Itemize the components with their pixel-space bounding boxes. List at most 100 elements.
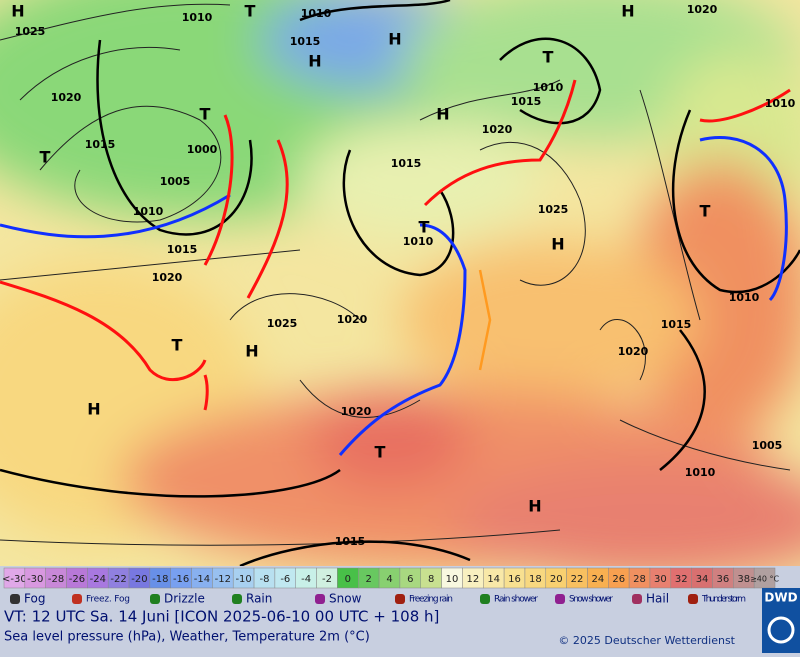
pressure-center: H [528, 497, 541, 516]
weather-label: Rain [246, 592, 272, 606]
scale-label: -12 [215, 574, 231, 585]
isobar-label: 1005 [752, 439, 783, 452]
valid-time: VT: 12 UTC Sa. 14 Juni [ICON 2025-06-10 … [4, 608, 439, 626]
scale-label: -10 [235, 574, 251, 585]
logo-text: DWD [764, 591, 797, 605]
isobar-label: 1005 [160, 175, 191, 188]
pressure-center: T [419, 218, 430, 237]
scale-label: -18 [152, 574, 168, 585]
scale-label: 26 [612, 574, 625, 585]
scale-label: 32 [675, 574, 688, 585]
scale-label: 14 [487, 574, 500, 585]
isobar-label: 1010 [403, 235, 434, 248]
weather-icon [10, 594, 20, 604]
pressure-center: T [543, 48, 554, 67]
pressure-center: T [40, 148, 51, 167]
isobar-label: 1015 [391, 157, 422, 170]
scale-label: -4 [301, 574, 311, 585]
scale-label: -20 [131, 574, 147, 585]
isobar-label: 1015 [167, 243, 198, 256]
scale-label: 34 [696, 574, 709, 585]
pressure-center: H [11, 2, 24, 21]
scale-label: 28 [633, 574, 646, 585]
scale-label: -6 [280, 574, 290, 585]
isobar-label: 1015 [290, 35, 321, 48]
scale-label: -24 [90, 574, 106, 585]
isobar-label: 1025 [15, 25, 46, 38]
isobar-label: 1000 [187, 143, 218, 156]
isobar-label: 1010 [729, 291, 760, 304]
pressure-center: T [200, 105, 211, 124]
pressure-center: H [551, 235, 564, 254]
weather-icon [395, 594, 405, 604]
isobar-label: 1025 [538, 203, 569, 216]
scale-label: <-30 [2, 574, 27, 585]
weather-label: Snow [329, 592, 362, 606]
scale-label: -8 [259, 574, 269, 585]
map-area [0, 0, 800, 566]
scale-label: ≥40 °C [750, 575, 779, 584]
isobar-label: 1015 [85, 138, 116, 151]
pressure-center: H [308, 52, 321, 71]
weather-icon [480, 594, 490, 604]
weather-label: Thunder storm [701, 595, 746, 605]
weather-label: Drizzle [164, 592, 205, 606]
isobar-label: 1010 [533, 81, 564, 94]
scale-label: -30 [27, 574, 43, 585]
pressure-center: H [388, 30, 401, 49]
subtitle: Sea level pressure (hPa), Weather, Tempe… [4, 630, 370, 645]
weather-icon [232, 594, 242, 604]
scale-label: 20 [550, 574, 563, 585]
pressure-center: H [621, 2, 634, 21]
isobar-label: 1015 [661, 318, 692, 331]
scale-label: -26 [69, 574, 85, 585]
logo-icon [767, 616, 795, 644]
weather-label: Freezing rain [409, 595, 453, 605]
weather-icon [555, 594, 565, 604]
weather-icon [150, 594, 160, 604]
temperature-scale: <-30 -30 -28 -26 -24 -22 -20 -18 -16 -14 -12 -10 -8-… [2, 567, 779, 589]
weather-label: Snow shower [569, 595, 613, 605]
scale-label: 16 [508, 574, 521, 585]
weather-icon [688, 594, 698, 604]
pressure-center: H [245, 342, 258, 361]
scale-label: 38 [737, 574, 750, 585]
scale-label: 12 [466, 574, 479, 585]
isobar-label: 1015 [335, 535, 366, 548]
isobar-label: 1025 [267, 317, 298, 330]
scale-label: 6 [407, 574, 413, 585]
isobar-label: 1010 [765, 97, 796, 110]
scale-label: 10 [446, 574, 459, 585]
weather-legend: Fog Freez. Fog Drizzle Rain Snow Freezing rai… [10, 592, 746, 606]
weather-icon [72, 594, 82, 604]
isobar-label: 1010 [182, 11, 213, 24]
scale-label: 18 [529, 574, 542, 585]
isobar-label: 1010 [301, 7, 332, 20]
isobar-label: 1020 [341, 405, 372, 418]
scale-label: 0 [345, 574, 351, 585]
pressure-center: H [87, 400, 100, 419]
scale-label: 24 [592, 574, 605, 585]
isobar-label: 1015 [511, 95, 542, 108]
scale-label: -14 [194, 574, 210, 585]
scale-label: -16 [173, 574, 189, 585]
scale-label: -22 [110, 574, 126, 585]
pressure-center: T [700, 202, 711, 221]
isobar-label: 1020 [51, 91, 82, 104]
copyright: © 2025 Deutscher Wetterdienst [558, 634, 735, 647]
scale-label: 4 [386, 574, 392, 585]
isobar-label: 1020 [482, 123, 513, 136]
isobar-label: 1020 [152, 271, 183, 284]
pressure-center: T [375, 443, 386, 462]
scale-label: 8 [428, 574, 434, 585]
scale-label: 36 [717, 574, 730, 585]
pressure-center: T [245, 2, 256, 21]
isobar-label: 1020 [618, 345, 649, 358]
scale-label: 30 [654, 574, 667, 585]
weather-label: Freez. Fog [86, 595, 130, 605]
scale-label: -28 [48, 574, 64, 585]
weather-label: Rain shower [494, 595, 538, 605]
isobar-label: 1020 [337, 313, 368, 326]
